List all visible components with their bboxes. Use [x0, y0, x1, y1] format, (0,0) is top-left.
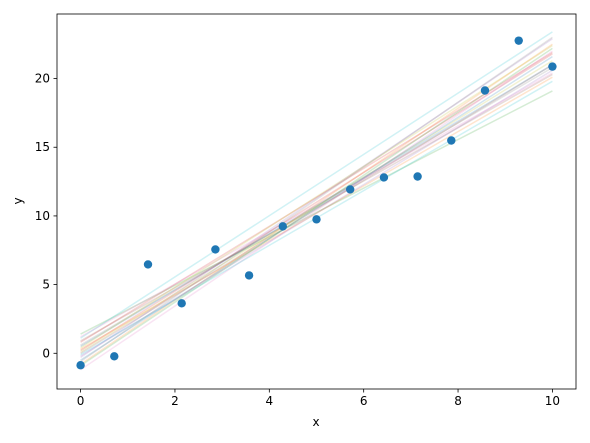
x-tick-label: 10 [545, 394, 560, 408]
plot-frame [56, 13, 577, 390]
x-tick-label: 6 [360, 394, 368, 408]
y-axis-label: y [11, 197, 25, 204]
point [514, 36, 523, 45]
x-tick-label: 0 [77, 394, 85, 408]
point [76, 361, 85, 370]
y-tick-label: 5 [42, 278, 50, 292]
x-tick-label: 2 [171, 394, 179, 408]
point [548, 62, 557, 71]
fit-line [80, 60, 553, 353]
fit-line [80, 55, 553, 361]
y-tick-label: 15 [35, 140, 50, 154]
y-tick-label: 20 [35, 72, 50, 86]
fit-line [80, 69, 553, 357]
x-tick-label: 8 [454, 394, 462, 408]
point [413, 172, 422, 181]
fit-line [80, 53, 553, 352]
fit-line [80, 36, 553, 363]
fit-line [80, 43, 553, 365]
fit-line [80, 38, 553, 359]
point [110, 352, 119, 361]
point [379, 173, 389, 182]
x-axis-label: x [312, 415, 319, 429]
point [278, 222, 288, 231]
fit-line [80, 73, 553, 342]
point [177, 299, 186, 308]
y-tick-label: 10 [35, 209, 50, 223]
fit-line [80, 31, 553, 339]
fit-line [80, 72, 553, 338]
point [312, 215, 321, 224]
point [244, 271, 254, 280]
fit-line [80, 50, 553, 371]
point [447, 136, 456, 145]
point [480, 86, 490, 95]
fit-line [80, 44, 553, 349]
fit-line [80, 66, 553, 346]
point [211, 245, 220, 254]
point [345, 185, 355, 194]
y-tick-label: 0 [42, 346, 50, 360]
fit-line [80, 47, 553, 367]
fit-line [80, 90, 553, 335]
point [143, 260, 153, 269]
fit-line [80, 51, 553, 343]
x-tick-label: 4 [265, 394, 273, 408]
fit-line [80, 64, 553, 348]
fit-line [80, 64, 553, 354]
fit-line [80, 76, 553, 350]
